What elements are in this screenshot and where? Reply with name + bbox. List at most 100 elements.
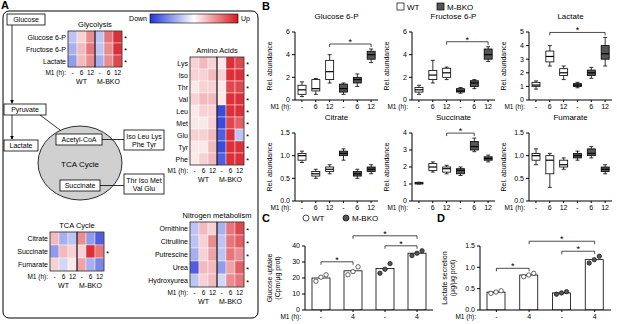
- svg-text:Glucose uptake: Glucose uptake: [266, 254, 274, 303]
- svg-text:12: 12: [236, 167, 244, 174]
- svg-text:-: -: [459, 103, 462, 110]
- svg-text:20: 20: [292, 274, 300, 281]
- svg-text:6: 6: [472, 204, 476, 211]
- svg-text:WT: WT: [76, 78, 88, 85]
- svg-text:12: 12: [443, 103, 451, 110]
- svg-text:*: *: [576, 244, 580, 254]
- svg-text:Down: Down: [129, 15, 147, 22]
- svg-text:Lactate: Lactate: [10, 142, 33, 149]
- svg-text:12: 12: [114, 69, 122, 76]
- svg-text:Lactate secretion: Lactate secretion: [441, 251, 448, 304]
- svg-text:Iso Leu Lys: Iso Leu Lys: [126, 133, 162, 141]
- svg-text:*: *: [511, 261, 515, 271]
- svg-text:12: 12: [367, 103, 375, 110]
- svg-text:0: 0: [520, 96, 524, 103]
- svg-text:*: *: [124, 34, 127, 43]
- svg-text:12: 12: [560, 103, 568, 110]
- svg-text:-: -: [576, 103, 579, 110]
- svg-text:Hydroxyurea: Hydroxyurea: [148, 277, 188, 285]
- svg-text:-: -: [193, 167, 195, 174]
- svg-text:*: *: [246, 96, 249, 105]
- svg-text:Glucose: Glucose: [13, 16, 39, 23]
- svg-text:0.5: 0.5: [280, 175, 290, 182]
- svg-text:Glycolysis: Glycolysis: [78, 20, 112, 29]
- svg-text:-: -: [98, 69, 100, 76]
- svg-text:2: 2: [403, 163, 407, 170]
- svg-text:Rel. abundance: Rel. abundance: [383, 142, 390, 191]
- svg-text:*: *: [246, 72, 249, 81]
- svg-text:*: *: [246, 252, 249, 261]
- svg-text:30: 30: [292, 258, 300, 265]
- svg-text:0.0: 0.0: [514, 197, 524, 204]
- svg-text:6: 6: [355, 103, 359, 110]
- svg-text:*: *: [246, 60, 249, 69]
- svg-text:M-BKO: M-BKO: [219, 176, 243, 183]
- svg-text:Amino Acids: Amino Acids: [196, 46, 238, 55]
- svg-text:6: 6: [229, 289, 233, 296]
- svg-text:Tyr: Tyr: [178, 144, 188, 152]
- svg-text:WT: WT: [312, 214, 325, 223]
- svg-text:-: -: [53, 273, 55, 280]
- svg-text:M1 (h):: M1 (h):: [387, 103, 408, 111]
- svg-text:-: -: [342, 204, 345, 211]
- svg-text:1.5: 1.5: [465, 242, 475, 249]
- svg-text:6: 6: [202, 167, 206, 174]
- svg-text:0.0: 0.0: [280, 197, 290, 204]
- svg-text:-: -: [495, 313, 498, 320]
- svg-text:0.5: 0.5: [514, 175, 524, 182]
- svg-text:6: 6: [89, 273, 93, 280]
- svg-text:6: 6: [472, 103, 476, 110]
- svg-text:Glu: Glu: [177, 132, 188, 139]
- svg-text:0: 0: [296, 306, 300, 313]
- svg-text:Fructose 6-P: Fructose 6-P: [26, 46, 66, 53]
- svg-text:6: 6: [548, 103, 552, 110]
- svg-text:-: -: [193, 289, 195, 296]
- svg-text:6: 6: [80, 69, 84, 76]
- svg-text:-: -: [418, 204, 421, 211]
- svg-text:M-BKO: M-BKO: [447, 3, 473, 12]
- svg-text:M1 (h):: M1 (h):: [455, 313, 476, 321]
- svg-text:6: 6: [403, 28, 407, 35]
- svg-text:Phe: Phe: [176, 156, 189, 163]
- svg-text:M-BKO: M-BKO: [97, 78, 121, 85]
- svg-text:0.5: 0.5: [465, 285, 475, 292]
- svg-text:0.0: 0.0: [465, 306, 475, 313]
- svg-text:Nitrogen metabolism: Nitrogen metabolism: [183, 211, 252, 220]
- svg-text:*: *: [246, 239, 249, 248]
- svg-text:1.5: 1.5: [514, 129, 524, 136]
- svg-text:1.5: 1.5: [280, 129, 290, 136]
- svg-text:-: -: [418, 103, 421, 110]
- svg-text:6: 6: [589, 103, 593, 110]
- svg-text:Putrescine: Putrescine: [155, 251, 188, 258]
- svg-text:(μg/μg prot): (μg/μg prot): [449, 260, 457, 296]
- svg-text:Rel. abundance: Rel. abundance: [266, 142, 273, 191]
- svg-text:*: *: [399, 239, 403, 249]
- svg-text:-: -: [535, 204, 538, 211]
- svg-text:6: 6: [431, 204, 435, 211]
- svg-text:12: 12: [87, 69, 95, 76]
- svg-text:-: -: [220, 289, 222, 296]
- svg-text:4: 4: [593, 313, 597, 320]
- svg-text:Pyruvate: Pyruvate: [11, 106, 39, 114]
- svg-text:12: 12: [560, 204, 568, 211]
- svg-text:Urea: Urea: [173, 264, 188, 271]
- svg-text:12: 12: [209, 289, 217, 296]
- svg-text:0: 0: [286, 96, 290, 103]
- svg-text:*: *: [246, 156, 249, 165]
- svg-text:TCA Cycle: TCA Cycle: [61, 160, 99, 169]
- svg-text:Acetyl-CoA: Acetyl-CoA: [61, 136, 96, 144]
- svg-text:6: 6: [107, 69, 111, 76]
- svg-text:*: *: [466, 35, 470, 45]
- svg-text:*: *: [349, 37, 353, 47]
- svg-text:40: 40: [292, 242, 300, 249]
- svg-text:M1 (h):: M1 (h):: [504, 103, 525, 111]
- svg-text:-: -: [459, 204, 462, 211]
- svg-text:1.0: 1.0: [465, 264, 475, 271]
- svg-text:-: -: [320, 313, 323, 320]
- svg-text:*: *: [246, 132, 249, 141]
- svg-text:-: -: [561, 313, 564, 320]
- svg-text:1.0: 1.0: [280, 152, 290, 159]
- svg-text:Succinate: Succinate: [17, 248, 48, 255]
- svg-text:6: 6: [548, 204, 552, 211]
- svg-text:*: *: [246, 226, 249, 235]
